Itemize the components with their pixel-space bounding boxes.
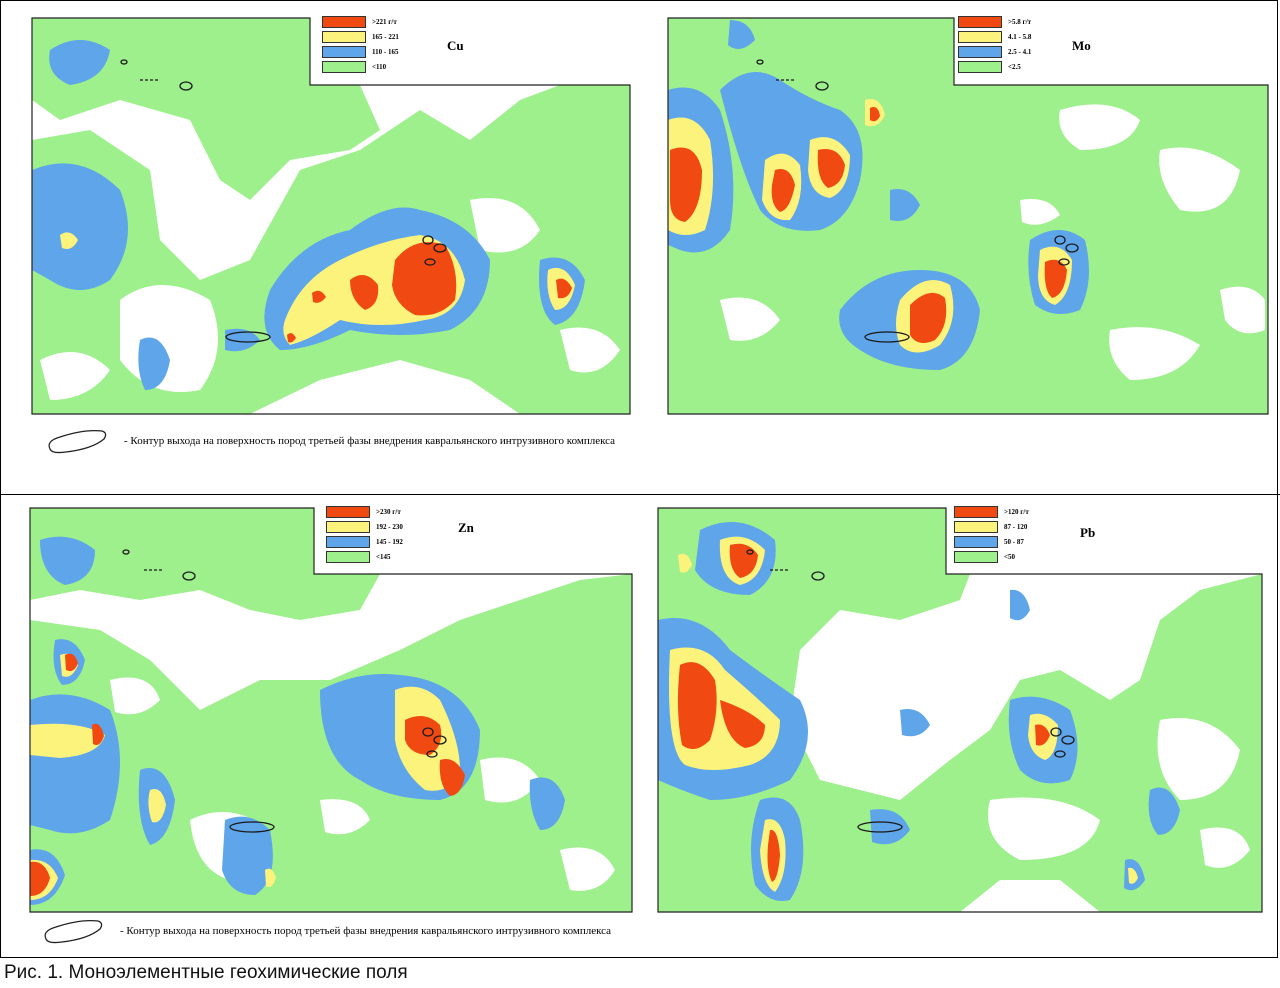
note-text: - Контур выхода на поверхность пород тре… xyxy=(124,435,616,447)
map-pb xyxy=(657,507,1263,913)
legend-label: >5.8 г/т xyxy=(1008,18,1032,26)
legend-swatch-green xyxy=(322,61,366,73)
map-mo xyxy=(667,17,1269,415)
zn-intrusion-outlines xyxy=(122,549,447,833)
legend-swatch-red xyxy=(954,506,998,518)
legend-swatch-yellow xyxy=(326,521,370,533)
mo-red-zones xyxy=(670,107,1067,344)
legend-swatch-green xyxy=(958,61,1002,73)
legend-label: <2.5 xyxy=(1008,63,1021,71)
legend-swatch-blue xyxy=(326,536,370,548)
legend-label: <145 xyxy=(376,553,391,561)
legend-swatch-red xyxy=(958,16,1002,28)
legend-swatch-blue xyxy=(954,536,998,548)
intrusion-contour-note-top: - Контур выхода на поверхность пород тре… xyxy=(44,426,615,456)
note-text: - Контур выхода на поверхность пород тре… xyxy=(120,925,612,937)
cu-red-zones xyxy=(287,242,572,343)
contour-symbol-icon xyxy=(44,919,103,944)
map-cu xyxy=(31,17,631,415)
map-zn xyxy=(29,507,633,913)
legend-swatch-yellow xyxy=(954,521,998,533)
legend-swatch-red xyxy=(322,16,366,28)
legend-swatch-blue xyxy=(322,46,366,58)
legend-cu: >221 г/т 165 - 221 110 - 165 <110 xyxy=(314,14,424,78)
legend-label: <50 xyxy=(1004,553,1015,561)
pb-green-zones xyxy=(658,508,1262,912)
element-label-pb: Pb xyxy=(1080,525,1096,540)
element-label-mo: Mo xyxy=(1072,38,1091,53)
mo-intrusion-outlines xyxy=(756,59,1079,343)
legend-swatch-yellow xyxy=(958,31,1002,43)
legend-label: 4.1 - 5.8 xyxy=(1008,33,1032,41)
panel-divider xyxy=(0,494,1280,495)
legend-label: >221 г/т xyxy=(372,18,397,26)
legend-label: 50 - 87 xyxy=(1004,538,1024,546)
figure-caption: Рис. 1. Моноэлементные геохимические пол… xyxy=(4,962,408,983)
legend-swatch-yellow xyxy=(322,31,366,43)
pb-red-zones xyxy=(677,543,1050,882)
legend-mo: >5.8 г/т 4.1 - 5.8 2.5 - 4.1 <2.5 xyxy=(950,14,1060,78)
legend-label: 145 - 192 xyxy=(376,538,403,546)
legend-label: 2.5 - 4.1 xyxy=(1008,48,1032,56)
zn-red-zones xyxy=(30,653,465,896)
legend-label: >120 г/т xyxy=(1004,508,1029,516)
legend-swatch-blue xyxy=(958,46,1002,58)
pb-intrusion-outlines xyxy=(746,549,1075,833)
contour-symbol-icon xyxy=(48,429,107,454)
intrusion-contour-note-bottom: - Контур выхода на поверхность пород тре… xyxy=(40,916,611,946)
legend-pb: >120 г/т 87 - 120 50 - 87 <50 xyxy=(946,504,1056,568)
legend-label: 87 - 120 xyxy=(1004,523,1028,531)
legend-label: 165 - 221 xyxy=(372,33,399,41)
element-label-cu: Cu xyxy=(447,38,464,53)
element-label-zn: Zn xyxy=(458,520,474,535)
legend-swatch-green xyxy=(954,551,998,563)
legend-label: 192 - 230 xyxy=(376,523,403,531)
legend-label: >230 г/т xyxy=(376,508,401,516)
legend-zn: >230 г/т 192 - 230 145 - 192 <145 xyxy=(318,504,428,568)
legend-swatch-green xyxy=(326,551,370,563)
legend-swatch-red xyxy=(326,506,370,518)
legend-label: <110 xyxy=(372,63,387,71)
legend-label: 110 - 165 xyxy=(372,48,399,56)
figure-frame xyxy=(0,0,1278,958)
cu-intrusion-outlines xyxy=(120,59,447,343)
